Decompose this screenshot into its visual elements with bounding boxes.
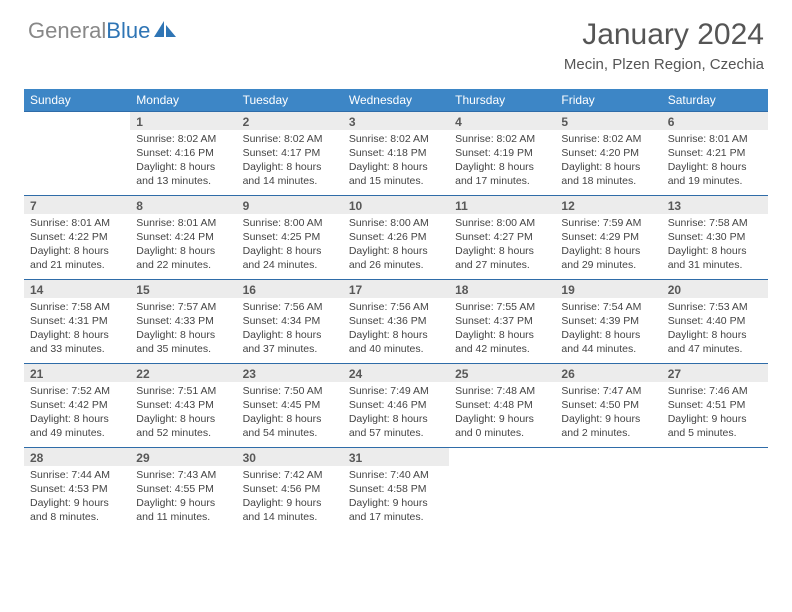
day-detail-cell: Sunrise: 7:53 AMSunset: 4:40 PMDaylight:…: [662, 298, 768, 364]
day-number-cell: [449, 448, 555, 466]
day-detail-cell: Sunrise: 8:01 AMSunset: 4:21 PMDaylight:…: [662, 130, 768, 196]
dayname-row: Sunday Monday Tuesday Wednesday Thursday…: [24, 89, 768, 112]
day-detail-cell: Sunrise: 8:02 AMSunset: 4:19 PMDaylight:…: [449, 130, 555, 196]
day-number-cell: 31: [343, 448, 449, 466]
week-daynum-row: 28293031: [24, 448, 768, 466]
day-detail-cell: Sunrise: 7:55 AMSunset: 4:37 PMDaylight:…: [449, 298, 555, 364]
day-detail-cell: Sunrise: 7:58 AMSunset: 4:30 PMDaylight:…: [662, 214, 768, 280]
day-detail-cell: Sunrise: 7:58 AMSunset: 4:31 PMDaylight:…: [24, 298, 130, 364]
day-number-cell: 23: [237, 364, 343, 382]
day-detail-cell: Sunrise: 7:51 AMSunset: 4:43 PMDaylight:…: [130, 382, 236, 448]
day-number-cell: 12: [555, 196, 661, 214]
week-detail-row: Sunrise: 7:52 AMSunset: 4:42 PMDaylight:…: [24, 382, 768, 448]
dayname-saturday: Saturday: [662, 89, 768, 112]
logo-text-blue: Blue: [106, 18, 150, 44]
week-daynum-row: 21222324252627: [24, 364, 768, 382]
day-number-cell: 26: [555, 364, 661, 382]
day-number-cell: [662, 448, 768, 466]
calendar-table: Sunday Monday Tuesday Wednesday Thursday…: [24, 89, 768, 532]
day-number-cell: 29: [130, 448, 236, 466]
day-detail-cell: Sunrise: 7:46 AMSunset: 4:51 PMDaylight:…: [662, 382, 768, 448]
day-detail-cell: Sunrise: 8:01 AMSunset: 4:24 PMDaylight:…: [130, 214, 236, 280]
dayname-monday: Monday: [130, 89, 236, 112]
day-number-cell: 19: [555, 280, 661, 298]
day-detail-cell: Sunrise: 8:01 AMSunset: 4:22 PMDaylight:…: [24, 214, 130, 280]
page-header: GeneralBlue January 2024 Mecin, Plzen Re…: [0, 0, 792, 81]
day-number-cell: 15: [130, 280, 236, 298]
day-number-cell: 2: [237, 112, 343, 130]
day-detail-cell: Sunrise: 7:56 AMSunset: 4:34 PMDaylight:…: [237, 298, 343, 364]
location-subtitle: Mecin, Plzen Region, Czechia: [564, 56, 764, 73]
logo: GeneralBlue: [28, 18, 178, 44]
day-number-cell: 5: [555, 112, 661, 130]
day-number-cell: 28: [24, 448, 130, 466]
day-detail-cell: Sunrise: 7:56 AMSunset: 4:36 PMDaylight:…: [343, 298, 449, 364]
day-number-cell: 30: [237, 448, 343, 466]
day-number-cell: 22: [130, 364, 236, 382]
day-number-cell: 3: [343, 112, 449, 130]
day-number-cell: 10: [343, 196, 449, 214]
day-detail-cell: Sunrise: 8:02 AMSunset: 4:16 PMDaylight:…: [130, 130, 236, 196]
day-detail-cell: Sunrise: 7:47 AMSunset: 4:50 PMDaylight:…: [555, 382, 661, 448]
week-detail-row: Sunrise: 7:58 AMSunset: 4:31 PMDaylight:…: [24, 298, 768, 364]
dayname-wednesday: Wednesday: [343, 89, 449, 112]
day-number-cell: 4: [449, 112, 555, 130]
day-detail-cell: Sunrise: 7:50 AMSunset: 4:45 PMDaylight:…: [237, 382, 343, 448]
week-detail-row: Sunrise: 8:01 AMSunset: 4:22 PMDaylight:…: [24, 214, 768, 280]
day-number-cell: 1: [130, 112, 236, 130]
day-number-cell: 20: [662, 280, 768, 298]
week-detail-row: Sunrise: 7:44 AMSunset: 4:53 PMDaylight:…: [24, 466, 768, 532]
day-detail-cell: [449, 466, 555, 532]
day-detail-cell: Sunrise: 7:59 AMSunset: 4:29 PMDaylight:…: [555, 214, 661, 280]
dayname-sunday: Sunday: [24, 89, 130, 112]
day-number-cell: [24, 112, 130, 130]
day-number-cell: 11: [449, 196, 555, 214]
day-detail-cell: [24, 130, 130, 196]
day-number-cell: 8: [130, 196, 236, 214]
day-number-cell: 13: [662, 196, 768, 214]
logo-sail-icon: [154, 19, 178, 44]
day-detail-cell: Sunrise: 7:54 AMSunset: 4:39 PMDaylight:…: [555, 298, 661, 364]
day-detail-cell: [662, 466, 768, 532]
day-number-cell: [555, 448, 661, 466]
day-detail-cell: Sunrise: 7:57 AMSunset: 4:33 PMDaylight:…: [130, 298, 236, 364]
day-number-cell: 9: [237, 196, 343, 214]
dayname-friday: Friday: [555, 89, 661, 112]
day-detail-cell: [555, 466, 661, 532]
day-detail-cell: Sunrise: 8:00 AMSunset: 4:27 PMDaylight:…: [449, 214, 555, 280]
week-daynum-row: 78910111213: [24, 196, 768, 214]
dayname-thursday: Thursday: [449, 89, 555, 112]
day-detail-cell: Sunrise: 8:02 AMSunset: 4:20 PMDaylight:…: [555, 130, 661, 196]
day-number-cell: 17: [343, 280, 449, 298]
calendar-body: 123456Sunrise: 8:02 AMSunset: 4:16 PMDay…: [24, 112, 768, 532]
week-daynum-row: 14151617181920: [24, 280, 768, 298]
title-area: January 2024 Mecin, Plzen Region, Czechi…: [564, 18, 764, 73]
day-detail-cell: Sunrise: 7:48 AMSunset: 4:48 PMDaylight:…: [449, 382, 555, 448]
dayname-tuesday: Tuesday: [237, 89, 343, 112]
day-number-cell: 16: [237, 280, 343, 298]
week-daynum-row: 123456: [24, 112, 768, 130]
day-number-cell: 6: [662, 112, 768, 130]
month-title: January 2024: [564, 18, 764, 52]
day-number-cell: 18: [449, 280, 555, 298]
day-detail-cell: Sunrise: 8:02 AMSunset: 4:17 PMDaylight:…: [237, 130, 343, 196]
day-number-cell: 25: [449, 364, 555, 382]
day-detail-cell: Sunrise: 8:00 AMSunset: 4:26 PMDaylight:…: [343, 214, 449, 280]
day-detail-cell: Sunrise: 7:49 AMSunset: 4:46 PMDaylight:…: [343, 382, 449, 448]
day-detail-cell: Sunrise: 7:52 AMSunset: 4:42 PMDaylight:…: [24, 382, 130, 448]
day-detail-cell: Sunrise: 8:02 AMSunset: 4:18 PMDaylight:…: [343, 130, 449, 196]
day-number-cell: 24: [343, 364, 449, 382]
week-detail-row: Sunrise: 8:02 AMSunset: 4:16 PMDaylight:…: [24, 130, 768, 196]
day-number-cell: 21: [24, 364, 130, 382]
day-detail-cell: Sunrise: 7:44 AMSunset: 4:53 PMDaylight:…: [24, 466, 130, 532]
day-number-cell: 7: [24, 196, 130, 214]
day-detail-cell: Sunrise: 8:00 AMSunset: 4:25 PMDaylight:…: [237, 214, 343, 280]
day-number-cell: 27: [662, 364, 768, 382]
day-detail-cell: Sunrise: 7:40 AMSunset: 4:58 PMDaylight:…: [343, 466, 449, 532]
logo-text-gray: General: [28, 18, 106, 44]
day-detail-cell: Sunrise: 7:43 AMSunset: 4:55 PMDaylight:…: [130, 466, 236, 532]
day-number-cell: 14: [24, 280, 130, 298]
day-detail-cell: Sunrise: 7:42 AMSunset: 4:56 PMDaylight:…: [237, 466, 343, 532]
